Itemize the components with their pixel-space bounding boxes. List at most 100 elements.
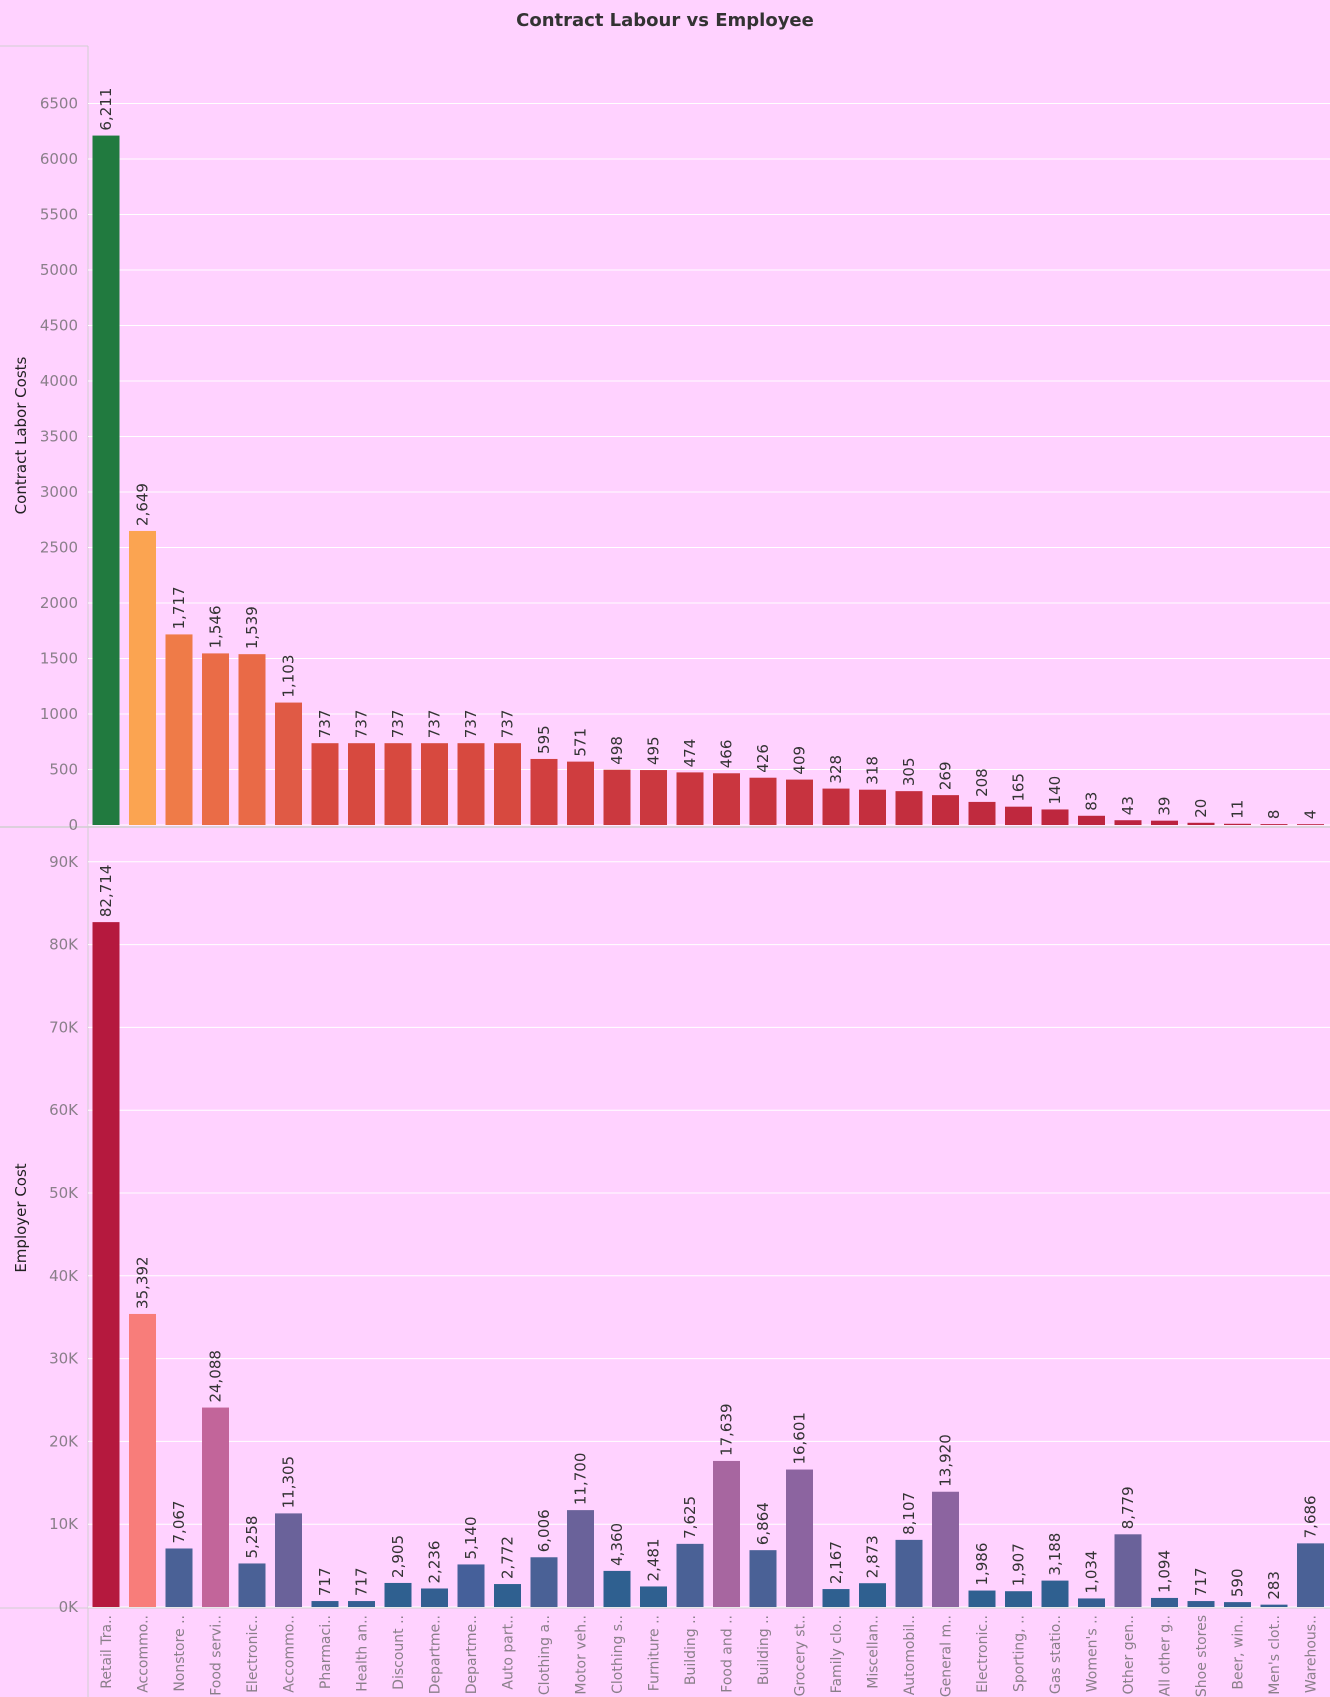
y-axis-title: Contract Labor Costs: [12, 356, 30, 514]
x-tick-label: Clothing s..: [610, 1615, 626, 1694]
bar: [129, 530, 156, 825]
data-label: 20: [1192, 799, 1210, 818]
data-label: 737: [389, 710, 407, 739]
bar: [275, 702, 302, 825]
data-label: 283: [1265, 1571, 1283, 1600]
data-label: 737: [499, 710, 517, 739]
x-tick-label: Beer, win..: [1231, 1615, 1247, 1690]
x-tick-label: Accommo..: [136, 1615, 152, 1693]
bar: [1297, 1543, 1324, 1607]
bar: [1187, 822, 1215, 825]
data-label: 7,625: [681, 1496, 699, 1539]
bar: [567, 1510, 594, 1607]
y-tick-label: 50K: [49, 1184, 79, 1202]
bar: [457, 743, 485, 825]
bar: [1260, 824, 1288, 825]
bar: [311, 1601, 339, 1607]
x-tick-label: Other gen..: [1121, 1615, 1137, 1694]
y-tick-label: 0K: [59, 1598, 80, 1616]
data-label: 1,986: [973, 1543, 991, 1586]
data-label: 11,305: [280, 1456, 298, 1509]
bar: [603, 769, 631, 825]
data-label: 11: [1229, 800, 1247, 819]
bar: [822, 1589, 850, 1607]
data-label: 1,539: [243, 606, 261, 649]
bar: [676, 1543, 704, 1607]
bar: [165, 1548, 193, 1607]
data-label: 2,167: [827, 1541, 845, 1584]
bar: [1260, 1604, 1288, 1607]
data-label: 165: [1010, 773, 1028, 802]
bar: [238, 1563, 266, 1607]
y-tick-label: 10K: [49, 1515, 79, 1533]
data-label: 7,067: [170, 1501, 188, 1544]
data-label: 8: [1265, 810, 1283, 820]
data-label: 737: [316, 710, 334, 739]
x-tick-label: Building ..: [683, 1615, 699, 1685]
bar: [1041, 1580, 1069, 1607]
y-tick-label: 4000: [40, 372, 78, 390]
data-label: 39: [1156, 797, 1174, 816]
bar: [786, 1469, 813, 1607]
data-label: 1,094: [1156, 1550, 1174, 1593]
x-tick-label: General m..: [939, 1615, 955, 1697]
bar: [713, 1460, 740, 1607]
x-tick-label: Departme..: [464, 1615, 480, 1694]
bar: [1187, 1601, 1215, 1607]
data-label: 5,258: [243, 1516, 261, 1559]
bar: [749, 777, 777, 825]
x-tick-label: Gas statio..: [1048, 1615, 1064, 1694]
y-tick-label: 5000: [40, 261, 78, 279]
data-label: 595: [535, 725, 553, 754]
data-label: 590: [1229, 1568, 1247, 1597]
y-tick-label: 3000: [40, 483, 78, 501]
x-tick-label: Health an..: [355, 1615, 371, 1692]
data-label: 571: [572, 728, 590, 757]
data-label: 2,873: [864, 1535, 882, 1578]
data-label: 305: [900, 758, 918, 787]
data-label: 2,905: [389, 1535, 407, 1578]
data-label: 6,006: [535, 1509, 553, 1552]
data-label: 409: [791, 746, 809, 775]
data-label: 2,772: [499, 1536, 517, 1579]
data-label: 208: [973, 768, 991, 797]
x-tick-label: Furniture ..: [647, 1615, 663, 1691]
bar: [165, 634, 193, 825]
bar: [384, 1582, 412, 1607]
data-label: 2,481: [645, 1539, 663, 1582]
data-label: 140: [1046, 776, 1064, 805]
bar: [494, 1584, 521, 1607]
bar: [640, 1586, 667, 1607]
x-tick-label: Electronic..: [975, 1615, 991, 1693]
data-label: 498: [608, 736, 626, 765]
x-tick-label: Discount ..: [391, 1615, 407, 1690]
data-label: 495: [645, 736, 663, 765]
x-tick-label: Motor veh..: [574, 1615, 590, 1695]
data-label: 737: [426, 710, 444, 739]
bar: [348, 743, 375, 825]
data-label: 13,920: [937, 1434, 955, 1487]
x-tick-label: Building ..: [756, 1615, 772, 1685]
chart-title: Contract Labour vs Employee: [516, 10, 814, 31]
x-tick-label: Food and ..: [720, 1615, 736, 1693]
y-tick-label: 3500: [40, 428, 78, 446]
y-axis-title: Employer Cost: [12, 1163, 30, 1272]
data-label: 1,907: [1010, 1543, 1028, 1586]
data-label: 6,211: [97, 88, 115, 131]
x-tick-label: Men's clot..: [1267, 1615, 1283, 1695]
bar: [1078, 815, 1105, 825]
data-label: 717: [353, 1567, 371, 1596]
data-label: 1,103: [280, 655, 298, 698]
bar: [1114, 1534, 1142, 1607]
y-tick-label: 1500: [40, 650, 78, 668]
bar: [275, 1513, 302, 1607]
data-label: 16,601: [791, 1412, 809, 1465]
y-tick-label: 20K: [49, 1432, 79, 1450]
y-tick-label: 0: [68, 816, 78, 834]
y-tick-label: 40K: [49, 1267, 79, 1285]
x-tick-label: Clothing a..: [537, 1615, 553, 1695]
bar: [1151, 820, 1178, 825]
x-tick-label: Pharmaci..: [318, 1615, 334, 1689]
data-label: 1,717: [170, 586, 188, 629]
y-tick-label: 60K: [49, 1101, 79, 1119]
